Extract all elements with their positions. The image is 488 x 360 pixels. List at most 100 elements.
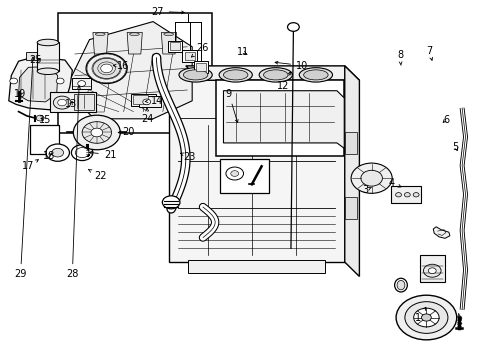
Ellipse shape (163, 33, 173, 36)
Text: 4: 4 (387, 178, 400, 188)
Circle shape (360, 170, 382, 186)
Ellipse shape (303, 70, 327, 80)
Ellipse shape (396, 280, 404, 290)
Ellipse shape (37, 39, 59, 46)
Ellipse shape (223, 70, 247, 80)
Circle shape (53, 96, 71, 109)
Text: 23: 23 (180, 152, 196, 162)
Polygon shape (344, 66, 359, 276)
Text: 18: 18 (42, 150, 55, 161)
Circle shape (93, 58, 120, 78)
Circle shape (58, 99, 66, 106)
Circle shape (56, 78, 64, 84)
Circle shape (142, 99, 150, 105)
Ellipse shape (263, 70, 287, 80)
Text: 16: 16 (113, 60, 129, 71)
Circle shape (423, 264, 440, 277)
Bar (58, 13, 211, 133)
Bar (170, 42, 180, 50)
Ellipse shape (37, 68, 59, 75)
Bar (390, 186, 420, 203)
Bar (193, 61, 208, 73)
Bar (26, 52, 45, 60)
Polygon shape (93, 32, 108, 54)
Bar (216, 80, 344, 156)
Polygon shape (19, 67, 58, 102)
Text: 15: 15 (39, 114, 51, 125)
Text: 17: 17 (22, 159, 38, 171)
Circle shape (404, 193, 409, 197)
Text: 5: 5 (452, 142, 458, 152)
Bar (72, 78, 91, 89)
Circle shape (73, 115, 120, 150)
Text: 19: 19 (14, 89, 27, 99)
Ellipse shape (394, 278, 407, 292)
Polygon shape (9, 57, 72, 110)
Circle shape (230, 171, 238, 176)
Text: 14: 14 (145, 96, 163, 106)
Circle shape (46, 144, 69, 161)
Text: 28: 28 (66, 86, 80, 279)
Polygon shape (127, 32, 142, 54)
Circle shape (404, 302, 447, 333)
Circle shape (10, 78, 18, 84)
Circle shape (225, 167, 243, 180)
Bar (74, 94, 94, 110)
Text: 24: 24 (141, 108, 154, 124)
Polygon shape (65, 22, 192, 119)
Text: 9: 9 (225, 89, 238, 122)
Text: 20: 20 (118, 127, 134, 138)
Text: 3: 3 (362, 185, 371, 195)
Text: 22: 22 (88, 170, 106, 181)
Circle shape (101, 64, 112, 73)
Text: 10: 10 (275, 60, 308, 71)
Text: 27: 27 (151, 6, 184, 17)
Bar (131, 94, 156, 106)
Circle shape (78, 81, 85, 86)
Text: 6: 6 (442, 114, 448, 125)
Bar (419, 255, 444, 282)
Text: 8: 8 (396, 50, 402, 65)
Circle shape (52, 148, 63, 157)
Bar (182, 50, 197, 62)
Text: 7: 7 (426, 46, 432, 60)
Bar (344, 197, 356, 219)
Circle shape (395, 193, 401, 197)
Polygon shape (223, 91, 344, 148)
Text: 25: 25 (29, 55, 41, 66)
Circle shape (75, 148, 89, 158)
Bar (220, 159, 268, 193)
Text: 1: 1 (414, 307, 425, 323)
Ellipse shape (179, 68, 212, 82)
Polygon shape (185, 66, 359, 80)
Ellipse shape (299, 68, 332, 82)
Bar (344, 132, 356, 154)
Text: 26: 26 (191, 42, 209, 57)
Circle shape (71, 145, 93, 161)
Circle shape (412, 193, 418, 197)
Bar (139, 96, 161, 107)
Text: 11: 11 (237, 47, 249, 57)
Circle shape (162, 196, 180, 209)
Bar (167, 41, 182, 52)
Polygon shape (161, 32, 176, 54)
Polygon shape (432, 227, 449, 238)
Ellipse shape (95, 33, 105, 36)
Circle shape (413, 308, 438, 327)
Circle shape (86, 53, 127, 84)
Bar (168, 66, 344, 262)
Bar (188, 260, 325, 273)
Ellipse shape (219, 68, 252, 82)
Text: 13: 13 (64, 99, 77, 109)
Circle shape (421, 314, 430, 321)
Text: 21: 21 (89, 150, 116, 160)
Bar (50, 92, 96, 112)
Circle shape (427, 268, 435, 274)
Circle shape (91, 128, 102, 137)
Bar (37, 42, 59, 71)
Bar (184, 52, 194, 60)
Circle shape (36, 115, 44, 121)
Bar (30, 125, 59, 154)
Ellipse shape (259, 68, 292, 82)
Bar (133, 95, 147, 104)
